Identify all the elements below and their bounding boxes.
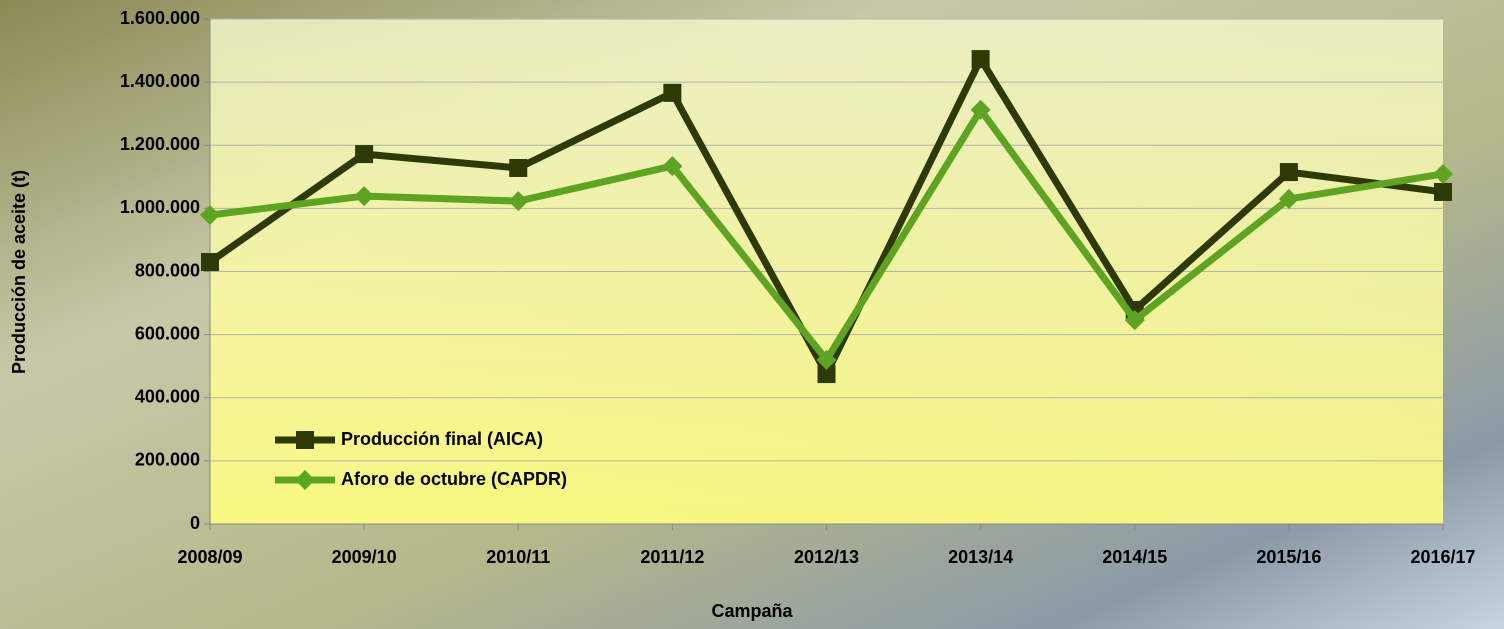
x-tick-label: 2011/12 [640, 547, 704, 567]
x-tick-label: 2008/09 [177, 547, 242, 567]
data-point [1278, 188, 1299, 209]
data-point [508, 191, 529, 212]
y-tick-label: 1.000.000 [120, 197, 200, 217]
data-point [354, 186, 375, 207]
data-point [201, 253, 219, 272]
legend-label: Producción final (AICA) [341, 429, 543, 449]
y-tick-label: 1.200.000 [120, 134, 200, 154]
y-tick-label: 800.000 [135, 260, 200, 280]
y-tick-label: 0 [190, 513, 200, 533]
data-point [355, 145, 374, 164]
x-tick-label: 2014/15 [1102, 547, 1167, 567]
data-point [1433, 163, 1453, 184]
data-point [816, 349, 837, 370]
data-point [817, 365, 836, 384]
data-point [662, 156, 683, 177]
y-tick-label: 1.600.000 [120, 8, 200, 28]
x-tick-label: 2009/10 [332, 547, 397, 567]
data-point [971, 50, 990, 69]
data-point [1279, 163, 1298, 182]
legend-marker [295, 470, 315, 490]
y-tick-label: 200.000 [135, 450, 200, 470]
y-tick-label: 400.000 [135, 387, 200, 407]
legend-marker [296, 431, 314, 449]
data-point [200, 205, 220, 226]
data-point [509, 158, 528, 177]
y-tick-label: 600.000 [135, 323, 200, 343]
x-tick-label: 2010/11 [486, 547, 550, 567]
data-point [663, 83, 682, 102]
y-axis-title: Producción de aceite (t) [9, 170, 29, 374]
y-tick-label: 1.400.000 [120, 71, 200, 91]
x-tick-label: 2013/14 [948, 547, 1013, 567]
legend-label: Aforo de octubre (CAPDR) [341, 469, 567, 489]
x-tick-label: 2016/17 [1410, 547, 1475, 567]
x-tick-label: 2012/13 [794, 547, 859, 567]
data-point [1124, 310, 1145, 331]
x-tick-label: 2015/16 [1256, 547, 1321, 567]
data-point [1434, 182, 1452, 201]
data-point [970, 99, 991, 120]
x-axis-title: Campaña [711, 601, 793, 621]
